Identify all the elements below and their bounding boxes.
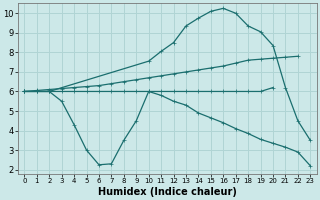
- X-axis label: Humidex (Indice chaleur): Humidex (Indice chaleur): [98, 187, 237, 197]
